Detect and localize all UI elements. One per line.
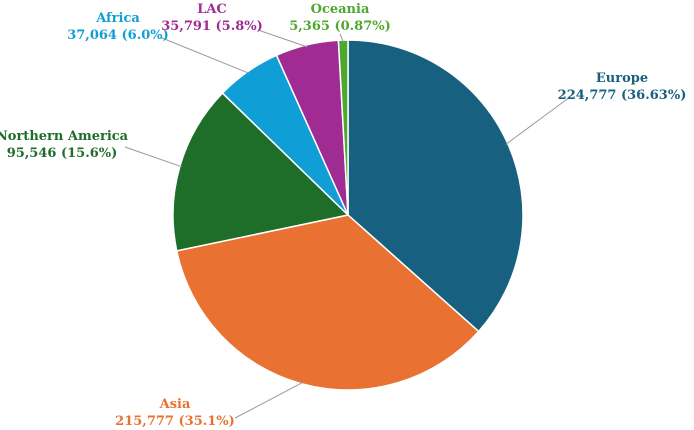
data-label-value: 37,064 (6.0%) <box>67 28 169 43</box>
data-label-northern-america: Northern America 95,546 (15.6%) <box>0 129 129 161</box>
leader-line-europe <box>505 96 571 145</box>
leader-line-lac <box>257 29 308 48</box>
data-label-value: 95,546 (15.6%) <box>7 146 118 161</box>
pie-slice-oceania <box>337 39 349 216</box>
data-label-lac: LAC 35,791 (5.8%) <box>161 2 263 34</box>
data-label-europe: Europe 224,777 (36.63%) <box>558 71 687 103</box>
data-label-name: Europe <box>596 71 648 86</box>
data-label-asia: Asia 215,777 (35.1%) <box>115 397 235 429</box>
data-label-name: LAC <box>197 2 227 17</box>
leader-lines <box>124 29 571 419</box>
leader-line-africa <box>161 37 249 74</box>
data-label-name: Northern America <box>0 129 129 144</box>
data-label-africa: Africa 37,064 (6.0%) <box>67 11 169 43</box>
leader-line-northern-america <box>124 146 182 168</box>
data-label-name: Asia <box>159 397 191 412</box>
data-label-name: Africa <box>95 11 140 26</box>
leader-line-oceania <box>339 33 344 43</box>
data-label-oceania: Oceania 5,365 (0.87%) <box>289 2 391 34</box>
data-label-value: 5,365 (0.87%) <box>289 19 391 34</box>
data-label-name: Oceania <box>311 2 370 17</box>
data-label-value: 35,791 (5.8%) <box>161 19 263 34</box>
pie-slice-asia <box>175 214 480 391</box>
pie-slices <box>172 39 524 391</box>
data-label-value: 224,777 (36.63%) <box>558 88 687 103</box>
data-label-value: 215,777 (35.1%) <box>115 414 235 429</box>
leader-line-asia <box>234 381 304 419</box>
